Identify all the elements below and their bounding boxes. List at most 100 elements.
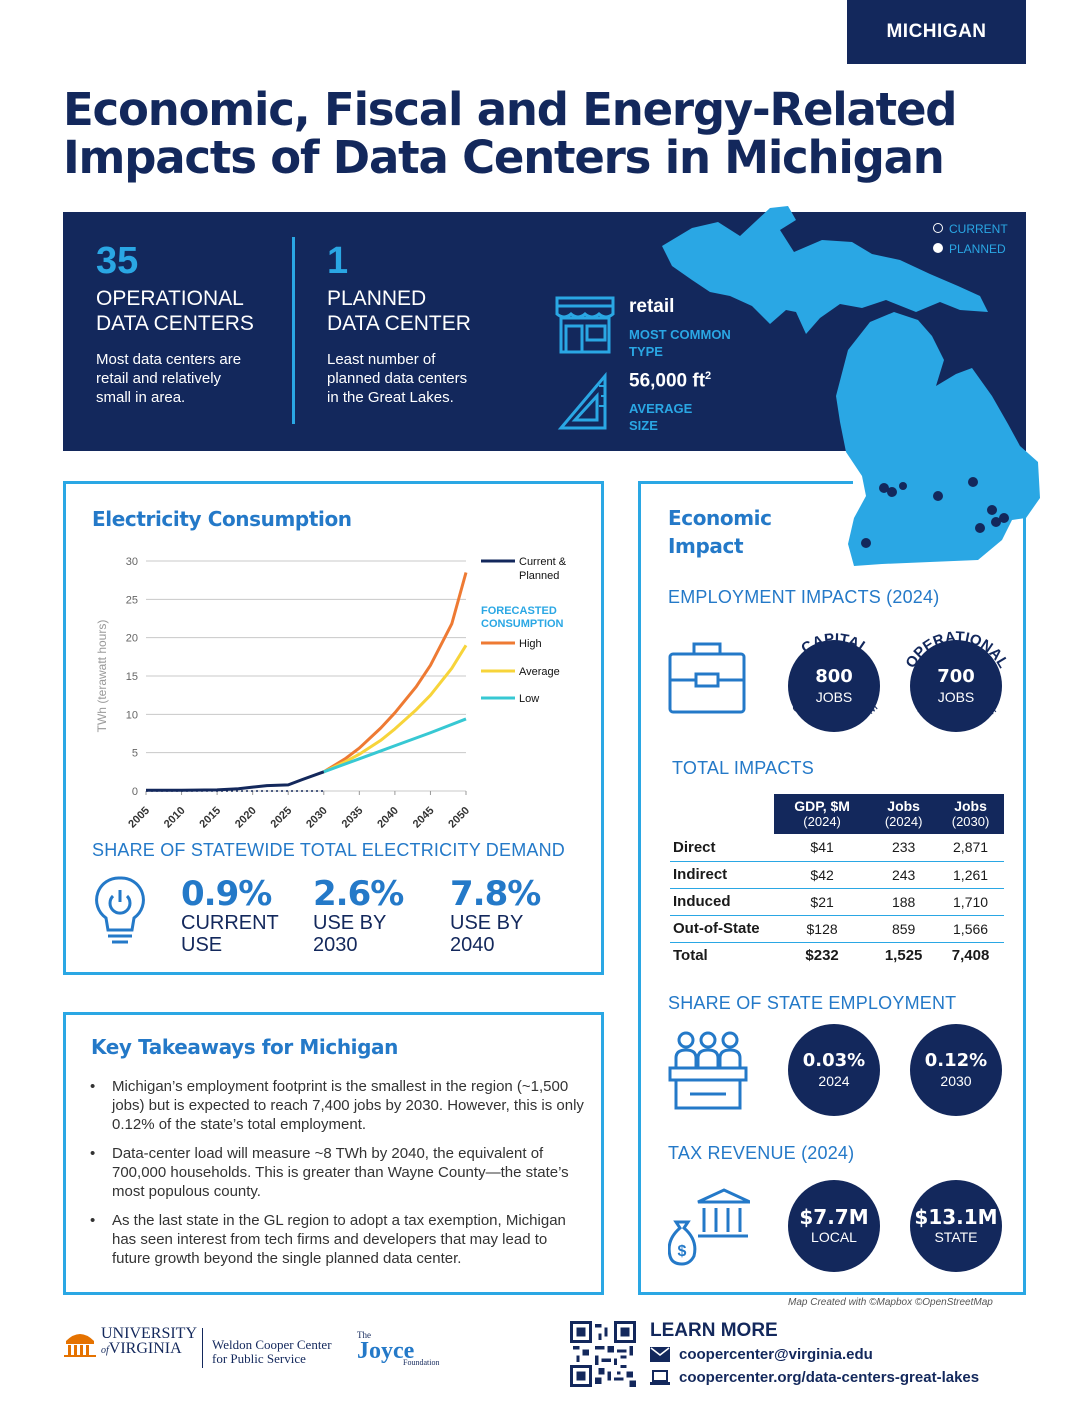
header-jobs24-label: Jobs — [887, 798, 920, 814]
y-axis-label: TWh (terawatt hours) — [95, 620, 109, 733]
takeaways-panel: Key Takeaways for Michigan Michigan’s em… — [63, 1012, 604, 1295]
x-tick-label: 2030 — [304, 805, 330, 831]
data-center-marker — [899, 482, 907, 490]
stat-2030-label: USE BY 2030 — [313, 912, 403, 956]
weldon-line-2: for Public Service — [212, 1351, 306, 1366]
type-label-1: MOST COMMON — [629, 327, 731, 342]
joyce-the: The — [357, 1330, 371, 1340]
operational-desc: Most data centers are retail and relativ… — [96, 350, 254, 407]
y-tick-label: 25 — [126, 594, 138, 606]
operational-desc-2: retail and relatively — [96, 370, 222, 387]
data-center-marker — [879, 483, 889, 493]
uva-wordmark: UNIVERSITY ofVIRGINIA — [101, 1326, 197, 1358]
tax-local-circle: $7.7M LOCAL — [788, 1180, 880, 1272]
share-2024-value: 0.03% — [802, 1050, 866, 1071]
economic-title: Economic Impact — [668, 504, 772, 560]
briefcase-icon — [668, 642, 746, 714]
header-gdp-year: (2024) — [803, 814, 841, 829]
share-2030-value: 0.12% — [924, 1050, 988, 1071]
stat-2040-label-1: USE BY — [450, 912, 524, 934]
stat-current-use: 0.9% CURRENT USE — [181, 876, 279, 956]
url-text[interactable]: coopercenter.org/data-centers-great-lake… — [679, 1369, 980, 1386]
email-text[interactable]: coopercenter@virginia.edu — [679, 1346, 873, 1363]
operational-count: 35 — [96, 240, 139, 282]
share-demand-title: SHARE OF STATEWIDE TOTAL ELECTRICITY DEM… — [92, 840, 565, 860]
data-center-marker — [999, 513, 1009, 523]
header-jobs30-label: Jobs — [954, 798, 987, 814]
total-impacts-title: TOTAL IMPACTS — [672, 758, 814, 778]
data-center-marker — [987, 505, 997, 515]
takeaways-list: Michigan’s employment footprint is the s… — [86, 1077, 586, 1278]
email-icon — [650, 1347, 670, 1362]
capital-jobs-value: 800 — [815, 666, 853, 687]
legend-current: CURRENT — [933, 219, 1008, 239]
takeaway-item: Data-center load will measure ~8 TWh by … — [86, 1144, 586, 1201]
y-tick-label: 20 — [126, 633, 138, 645]
email-link[interactable]: coopercenter@virginia.edu — [650, 1346, 873, 1363]
stat-current-label-1: CURRENT — [181, 912, 279, 934]
legend-label: Average — [519, 666, 560, 678]
map-legend: CURRENT PLANNED — [933, 219, 1008, 259]
takeaways-title: Key Takeaways for Michigan — [91, 1035, 398, 1059]
lower-peninsula — [836, 312, 1040, 566]
row-jobs-2030: 1,261 — [937, 861, 1004, 889]
size-label-2: SIZE — [629, 418, 658, 433]
legend-forecast-title: CONSUMPTION — [481, 618, 564, 630]
legend-label: High — [519, 638, 542, 650]
title-line-1: Economic, Fiscal and Energy-Related — [63, 83, 958, 136]
x-tick-label: 2020 — [233, 805, 259, 831]
x-tick-label: 2040 — [375, 805, 401, 831]
data-center-marker — [991, 517, 1001, 527]
type-label: MOST COMMON TYPE — [629, 326, 731, 360]
logo-divider — [202, 1328, 203, 1368]
uva-word-of: of — [101, 1345, 109, 1356]
planned-title-2: DATA CENTER — [327, 312, 471, 335]
legend-current-marker — [933, 223, 943, 233]
row-jobs-2024: 188 — [870, 888, 938, 916]
tax-state-label: STATE — [934, 1229, 978, 1245]
joyce-logo: The Joyce Foundation — [357, 1330, 439, 1367]
url-link[interactable]: coopercenter.org/data-centers-great-lake… — [650, 1369, 979, 1386]
legend-forecast-title: FORECASTED — [481, 605, 557, 617]
share-2024-circle: 0.03% 2024 — [788, 1024, 880, 1116]
tax-local-label: LOCAL — [811, 1229, 857, 1245]
electricity-title: Electricity Consumption — [92, 507, 352, 531]
row-gdp: $42 — [774, 861, 871, 889]
economic-title-2: Impact — [668, 534, 744, 558]
economic-title-1: Economic — [668, 506, 772, 530]
stat-use-2040: 7.8% USE BY 2040 — [450, 874, 541, 956]
header-jobs30-year: (2030) — [951, 814, 990, 829]
economic-panel — [638, 481, 1026, 1295]
impact-table: GDP, $M (2024) Jobs (2024) Jobs (2030) Dire… — [670, 794, 1004, 969]
uva-word-1: UNIVERSITY — [101, 1325, 197, 1342]
table-total-row: Total $232 1,525 7,408 — [670, 942, 1004, 969]
size-label: AVERAGE SIZE — [629, 400, 692, 434]
size-value: 56,000 ft2 — [629, 370, 711, 392]
total-jobs-2024: 1,525 — [884, 947, 923, 965]
stat-2030-label-1: USE BY — [313, 912, 387, 934]
stat-2030-value: 2.6% — [313, 874, 404, 914]
takeaway-item: Michigan’s employment footprint is the s… — [86, 1077, 586, 1134]
table-header-row: GDP, $M (2024) Jobs (2024) Jobs (2030) — [670, 794, 1004, 834]
data-center-marker — [975, 523, 985, 533]
legend-label: Planned — [519, 570, 559, 582]
stat-2040-value: 7.8% — [450, 874, 541, 914]
y-tick-label: 30 — [126, 556, 138, 568]
state-tab: MICHIGAN — [847, 0, 1026, 64]
planned-desc-2: planned data centers — [327, 370, 468, 387]
row-jobs-2030: 2,871 — [937, 834, 1004, 862]
table-row: Induced $21 188 1,710 — [670, 888, 1004, 916]
row-label: Out-of-State — [670, 915, 774, 943]
legend-planned-label: PLANNED — [949, 242, 1006, 256]
row-jobs-2024: 233 — [870, 834, 938, 862]
set-square-icon — [557, 372, 607, 430]
qr-code[interactable] — [570, 1321, 636, 1387]
stat-current-value: 0.9% — [181, 874, 272, 914]
row-gdp: $128 — [774, 915, 871, 943]
operational-stat: 35 OPERATIONAL DATA CENTERS Most data ce… — [96, 242, 254, 407]
operational-jobs-circle: 700 JOBS — [910, 640, 1002, 732]
size-label-1: AVERAGE — [629, 401, 693, 416]
data-center-marker — [968, 477, 978, 487]
weldon-logo: Weldon Cooper Center for Public Service — [212, 1338, 332, 1366]
dollar-sign-glyph: $ — [678, 1243, 687, 1260]
